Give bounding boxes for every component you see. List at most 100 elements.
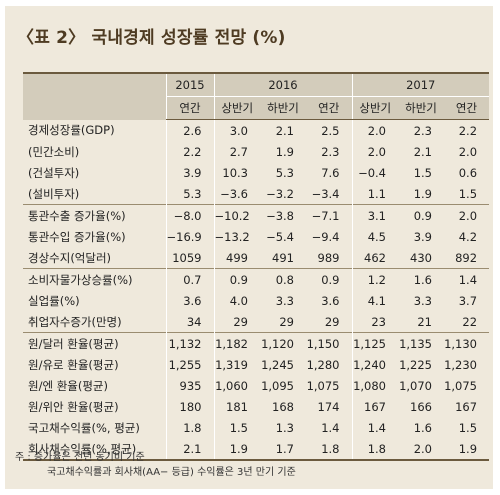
table-cell: 1.7 [260,438,306,461]
table-cell: 1.3 [275,420,294,435]
table-cell: −0.4 [351,162,398,183]
table-cell: 1,125 [351,332,398,354]
table-cell: 1.9 [444,438,490,461]
table-cell: 1,070 [399,378,432,393]
table-cell: 1,120 [260,332,306,354]
table-cell: 1.9 [213,438,260,461]
footnote-1: 주 : 증가율은 전년 동기비 기준 [15,452,145,463]
table-cell: 29 [324,314,340,329]
table-cell: 2.6 [165,119,214,141]
table-cell: 499 [213,247,260,269]
row-label: 실업률(%) [28,293,80,308]
table-cell: 0.9 [398,204,444,226]
table-row: 원/엔 환율(평균) 935 1,060 1,095 1,075 1,080 1,070 1,… [23,375,489,396]
table-cell: 2.2 [165,141,214,162]
table-cell: 1.5 [413,165,432,180]
table-cell: 0.7 [165,268,214,290]
table-cell: −8.0 [165,204,214,226]
table-row: 회사채수익률(%,평균) 2.1 1.9 1.7 1.8 1.8 2.0 1.9 [23,438,490,461]
table-cell: 29 [279,314,294,329]
table-cell: −3.2 [266,186,294,201]
table-cell: 1,060 [213,375,260,396]
table-cell: 1.1 [351,183,398,205]
footnote-2: 국고채수익률과 회사채(AA− 등급) 수익률은 3년 만기 기준 [47,467,296,478]
table-row: 원/유로 환율(평균) 1,255 1,319 1,245 1,280 1,240 1,22… [23,354,489,375]
row-label: 원/위안 환율(평균) [28,399,119,414]
row-label: 원/유로 환율(평균) [28,357,119,372]
table-cell: 2.1 [413,144,432,159]
table-cell: 5.3 [275,165,294,180]
table-cell: 0.8 [260,268,306,290]
table-cell: 1.9 [275,144,294,159]
table-cell: 1,080 [351,375,398,396]
table-cell: 1,150 [306,332,352,354]
table-frame: 〈표 2〉 국내경제 성장률 전망 (%) 2015 2016 2017 [5,6,493,489]
table-cell: 3.0 [213,119,260,141]
table-cell: 4.0 [213,290,260,311]
table-cell: 1,075 [306,378,340,393]
table-cell: −5.4 [266,229,294,244]
table-cell: 3.1 [351,204,398,226]
table-cell: 1.6 [413,420,432,435]
table-row: 실업률(%) 3.6 4.0 3.3 3.6 4.1 3.3 3.7 [23,290,489,311]
table-cell: 2.1 [165,438,214,461]
table-cell: 29 [213,311,260,333]
period-header: 연간 [306,96,352,120]
table-cell: 166 [410,399,432,414]
table-cell: 2.3 [321,144,340,159]
table-cell: 2.0 [398,438,444,461]
row-label: 원/엔 환율(평균) [28,378,108,393]
row-label: 경제성장률(GDP) [28,123,115,138]
row-label: 국고채수익률(%, 평균) [28,420,140,435]
table-cell: 2.7 [213,141,260,162]
table-cell: 1.8 [351,438,398,461]
table-cell: 3.6 [165,290,214,311]
table-cell: 892 [455,250,478,265]
table-cell: −3.4 [311,186,340,201]
table-cell: 2.2 [458,123,478,138]
table-cell: 167 [351,396,398,417]
table-cell: 2.0 [444,204,490,226]
period-header: 하반기 [260,96,306,120]
table-cell: −3.8 [260,204,306,226]
table-cell: 3.6 [321,293,340,308]
table-cell: 1,095 [261,378,294,393]
table-cell: 1.5 [213,417,260,438]
table-cell: −7.1 [306,204,352,226]
table-title: 〈표 2〉 국내경제 성장률 전망 (%) [17,28,286,48]
table-cell: 0.6 [458,165,478,180]
table-cell: 5.3 [165,183,214,205]
table-row: 경제성장률(GDP) 2.6 3.0 2.1 2.5 2.0 2.3 2.2 [23,119,489,141]
table-cell: 1.8 [306,438,352,461]
table-cell: 462 [351,247,398,269]
table-cell: 3.3 [275,293,294,308]
table-row: 통관수출 증가율(%) −8.0 −10.2 −3.8 −7.1 3.1 0.9 2.0 [23,204,490,226]
table-cell: 1.4 [351,417,398,438]
table-cell: 0.9 [213,268,260,290]
table-cell: 1,255 [165,354,214,375]
table-cell: 181 [213,396,260,417]
table-cell: 1,132 [165,332,214,354]
table-cell: 989 [317,250,340,265]
period-header: 연간 [444,96,490,120]
table-cell: 10.3 [213,162,260,183]
table-cell: 1.5 [458,420,478,435]
table-row: 국고채수익률(%, 평균) 1.8 1.5 1.3 1.4 1.4 1.6 1.5 [23,417,489,438]
table-cell: 2.0 [351,119,398,141]
table-row: 원/달러 환율(평균) 1,132 1,182 1,120 1,150 1,125 1,13… [23,332,490,354]
table-cell: 935 [165,375,214,396]
table-cell: 1,075 [444,378,478,393]
table-cell: 3.9 [165,162,214,183]
table-cell: 1,240 [351,354,398,375]
period-header: 상반기 [213,96,260,120]
table-cell: 2.3 [413,123,432,138]
table-cell: 1.6 [398,268,444,290]
table-cell: 2.1 [275,123,294,138]
table-cell: 1.9 [413,186,432,201]
table-cell: 4.1 [351,290,398,311]
table-cell: 1,135 [398,332,444,354]
year-header-2017: 2017 [351,72,490,97]
table-row: 취업자수증가(만명) 34 29 29 29 23 21 22 [23,311,489,333]
row-label: 통관수출 증가율(%) [23,204,166,226]
table-cell: 430 [410,250,432,265]
